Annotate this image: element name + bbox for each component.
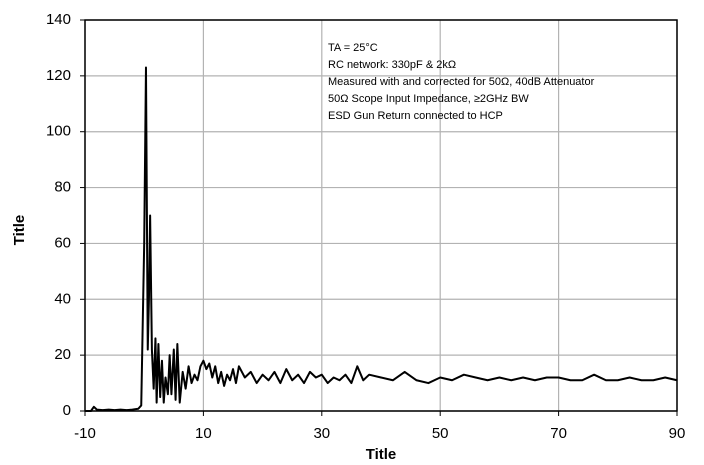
x-tick-label: -10 — [74, 425, 96, 442]
x-tick-label: 90 — [669, 425, 686, 442]
y-axis-title: Title — [11, 215, 28, 246]
annotation: ESD Gun Return connected to HCP — [328, 110, 503, 122]
y-tick-label: 120 — [46, 67, 71, 84]
x-tick-label: 50 — [432, 425, 449, 442]
y-tick-label: 60 — [54, 234, 71, 251]
y-tick-label: 80 — [54, 179, 71, 196]
y-tick-label: 0 — [63, 402, 71, 419]
annotation: TA = 25°C — [328, 42, 378, 54]
y-tick-label: 20 — [54, 346, 71, 363]
y-tick-label: 100 — [46, 123, 71, 140]
y-tick-label: 140 — [46, 11, 71, 28]
line — [85, 66, 678, 412]
y-tick-label: 40 — [54, 290, 71, 307]
x-tick-label: 70 — [550, 425, 567, 442]
x-tick-label: 10 — [195, 425, 212, 442]
annotation: RC network: 330pF & 2kΩ — [328, 59, 456, 71]
x-axis-title: Title — [366, 446, 397, 463]
x-tick-label: 30 — [313, 425, 330, 442]
plot-frame — [84, 19, 678, 412]
annotation: 50Ω Scope Input Impedance, ≥2GHz BW — [328, 93, 529, 105]
annotation: Measured with and corrected for 50Ω, 40d… — [328, 76, 595, 88]
